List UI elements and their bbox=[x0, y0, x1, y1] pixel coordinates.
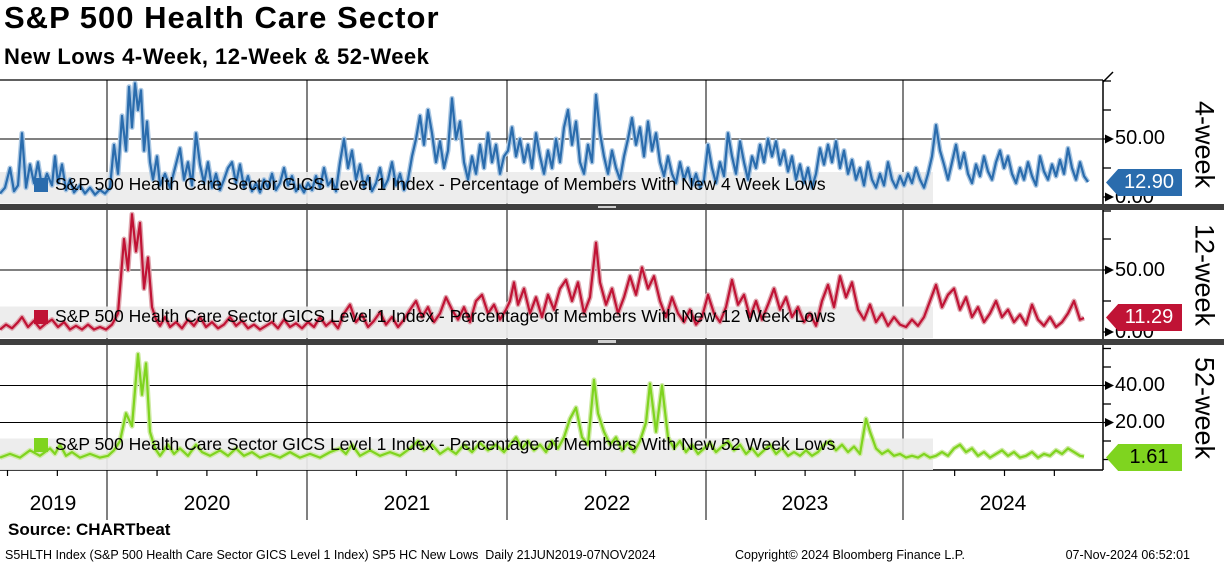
legend-4week: S&P 500 Health Care Sector GICS Level 1 … bbox=[34, 174, 826, 195]
legend-swatch-4week bbox=[34, 177, 48, 192]
panel-divider-handle[interactable] bbox=[598, 340, 616, 343]
legend-swatch-12week bbox=[34, 309, 48, 324]
panel-divider-handle[interactable] bbox=[598, 205, 616, 208]
axis-title-12week: 12-week bbox=[1189, 223, 1220, 327]
legend-label-52week: S&P 500 Health Care Sector GICS Level 1 … bbox=[55, 434, 836, 454]
ytick-12week-50: 50.00 bbox=[1115, 259, 1166, 281]
legend-label-12week: S&P 500 Health Care Sector GICS Level 1 … bbox=[55, 306, 836, 326]
last-value-flag-52week[interactable]: 1.61 bbox=[1106, 444, 1182, 471]
xtick-2022: 2022 bbox=[583, 492, 631, 515]
xtick-2021: 2021 bbox=[383, 492, 431, 515]
legend-label-4week: S&P 500 Health Care Sector GICS Level 1 … bbox=[55, 174, 826, 194]
footer-copyright: Copyright© 2024 Bloomberg Finance L.P. bbox=[735, 548, 965, 562]
legend-12week: S&P 500 Health Care Sector GICS Level 1 … bbox=[34, 306, 835, 327]
panel-divider-2[interactable] bbox=[0, 338, 1224, 345]
last-value-flag-4week[interactable]: 12.90 bbox=[1106, 169, 1182, 196]
xtick-2023: 2023 bbox=[781, 492, 829, 515]
axis-title-52week: 52-week bbox=[1189, 356, 1220, 460]
footer-ticker-info: S5HLTH Index (S&P 500 Health Care Sector… bbox=[5, 548, 656, 562]
last-value-flag-12week[interactable]: 11.29 bbox=[1106, 304, 1182, 331]
xtick-2024: 2024 bbox=[979, 492, 1027, 515]
page-title: S&P 500 Health Care Sector bbox=[4, 0, 440, 35]
legend-52week: S&P 500 Health Care Sector GICS Level 1 … bbox=[34, 434, 835, 455]
xtick-2020: 2020 bbox=[183, 492, 231, 515]
source-credit: Source: CHARTbeat bbox=[8, 520, 171, 539]
page-subtitle: New Lows 4-Week, 12-Week & 52-Week bbox=[4, 44, 430, 69]
xtick-2019: 2019 bbox=[29, 492, 77, 515]
footer-timestamp: 07-Nov-2024 06:52:01 bbox=[1065, 548, 1190, 562]
ytick-4week-50: 50.00 bbox=[1115, 127, 1166, 149]
panel-divider-1[interactable] bbox=[0, 204, 1224, 210]
axis-title-4week: 4-week bbox=[1189, 101, 1220, 189]
ytick-52week-20: 20.00 bbox=[1115, 411, 1166, 433]
legend-swatch-52week bbox=[34, 437, 48, 452]
ytick-52week-40: 40.00 bbox=[1115, 374, 1166, 396]
